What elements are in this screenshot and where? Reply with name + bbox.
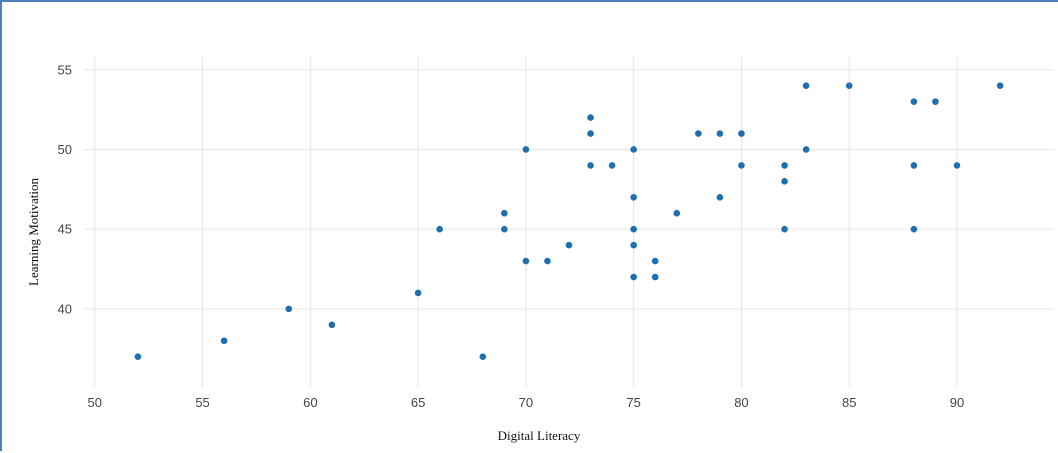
data-point	[630, 273, 637, 281]
data-point	[220, 337, 228, 345]
y-tick-label: 45	[58, 222, 72, 237]
tick-labels: 50 55 60 65 70 75 80 85 90 40 45 50 55	[58, 62, 965, 410]
data-point	[630, 225, 637, 233]
x-tick-label: 80	[734, 395, 748, 410]
data-point	[673, 209, 681, 217]
data-point	[651, 257, 659, 265]
x-tick-label: 50	[88, 395, 102, 410]
data-point	[630, 241, 637, 249]
x-tick-label: 65	[411, 395, 425, 410]
data-point	[738, 162, 745, 169]
x-tick-label: 85	[842, 395, 856, 410]
x-tick-label: 55	[195, 395, 209, 410]
data-point	[285, 305, 293, 313]
data-point	[544, 257, 551, 265]
data-point	[501, 225, 508, 233]
data-point	[910, 98, 918, 105]
data-point	[910, 162, 918, 169]
data-point	[781, 162, 788, 169]
x-axis-title: Digital Literacy	[498, 428, 581, 443]
grid	[84, 57, 1054, 387]
y-tick-label: 50	[58, 142, 72, 157]
x-tick-label: 60	[303, 395, 317, 410]
data-point	[587, 162, 594, 169]
data-point	[738, 130, 745, 137]
data-point	[587, 114, 594, 121]
data-point	[436, 225, 443, 233]
x-tick-label: 75	[626, 395, 640, 410]
x-tick-label: 70	[519, 395, 533, 410]
data-point	[328, 321, 336, 329]
data-point	[501, 209, 508, 217]
data-point	[781, 225, 788, 233]
data-point	[716, 130, 724, 137]
y-tick-label: 55	[58, 62, 72, 77]
data-point	[932, 98, 939, 105]
data-point	[414, 289, 422, 297]
data-point	[953, 162, 961, 169]
data-point	[522, 257, 530, 265]
x-tick-label: 90	[950, 395, 964, 410]
data-point	[479, 353, 487, 361]
data-points	[134, 82, 1004, 361]
data-point	[608, 162, 616, 169]
data-point	[565, 241, 573, 249]
data-point	[587, 130, 594, 137]
data-point	[134, 353, 142, 361]
data-point	[630, 193, 637, 201]
data-point	[802, 146, 810, 153]
data-point	[630, 146, 637, 153]
data-point	[695, 130, 702, 137]
data-point	[996, 82, 1004, 89]
data-point	[802, 82, 810, 89]
data-point	[522, 146, 530, 153]
data-point	[651, 273, 659, 281]
y-axis-title: Learning Motivation	[26, 178, 41, 286]
data-point	[716, 193, 724, 201]
data-point	[845, 82, 853, 89]
data-point	[781, 178, 788, 185]
data-point	[910, 225, 918, 233]
y-tick-label: 40	[58, 301, 72, 316]
